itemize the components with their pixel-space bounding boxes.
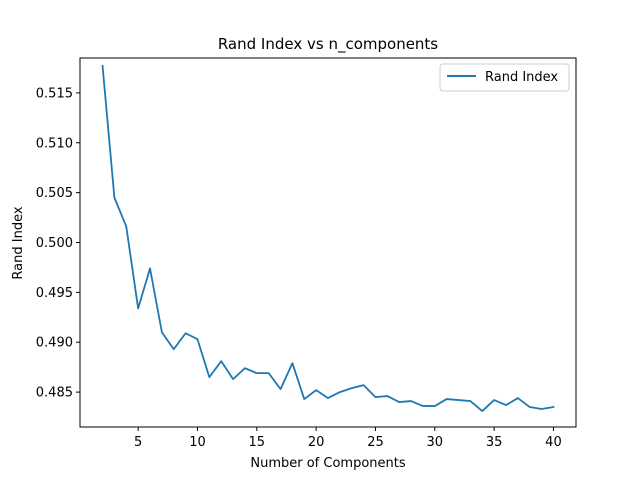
x-axis-label: Number of Components xyxy=(250,456,405,471)
chart-title: Rand Index vs n_components xyxy=(218,35,438,54)
y-tick-label: 0.495 xyxy=(36,286,73,301)
x-tick-label: 40 xyxy=(545,435,562,450)
legend-box xyxy=(439,63,570,92)
x-tick-label: 25 xyxy=(367,435,384,450)
x-tick-label: 20 xyxy=(308,435,325,450)
y-tick-label: 0.515 xyxy=(36,86,73,101)
x-axis-ticks: 5 10 15 20 25 30 35 40 xyxy=(134,427,562,450)
y-tick-label: 0.500 xyxy=(36,236,73,251)
x-tick-label: 35 xyxy=(486,435,503,450)
legend: Rand Index xyxy=(439,63,570,92)
plot-area-frame xyxy=(79,57,577,428)
x-tick-label: 5 xyxy=(134,435,142,450)
y-tick-label: 0.510 xyxy=(36,136,73,151)
y-tick-label: 0.490 xyxy=(36,336,73,351)
series-line-rand-index xyxy=(101,65,555,412)
legend-entry-rand-index: Rand Index xyxy=(485,70,558,85)
x-tick-label: 30 xyxy=(427,435,444,450)
y-tick-label: 0.505 xyxy=(36,186,73,201)
x-tick-label: 10 xyxy=(189,435,206,450)
x-tick-label: 15 xyxy=(249,435,266,450)
y-tick-label: 0.485 xyxy=(36,386,73,401)
y-axis-ticks: 0.485 0.490 0.495 0.500 0.505 0.510 0.515 xyxy=(36,86,80,401)
y-axis-label: Rand Index xyxy=(11,206,26,279)
series-layer xyxy=(101,65,555,412)
